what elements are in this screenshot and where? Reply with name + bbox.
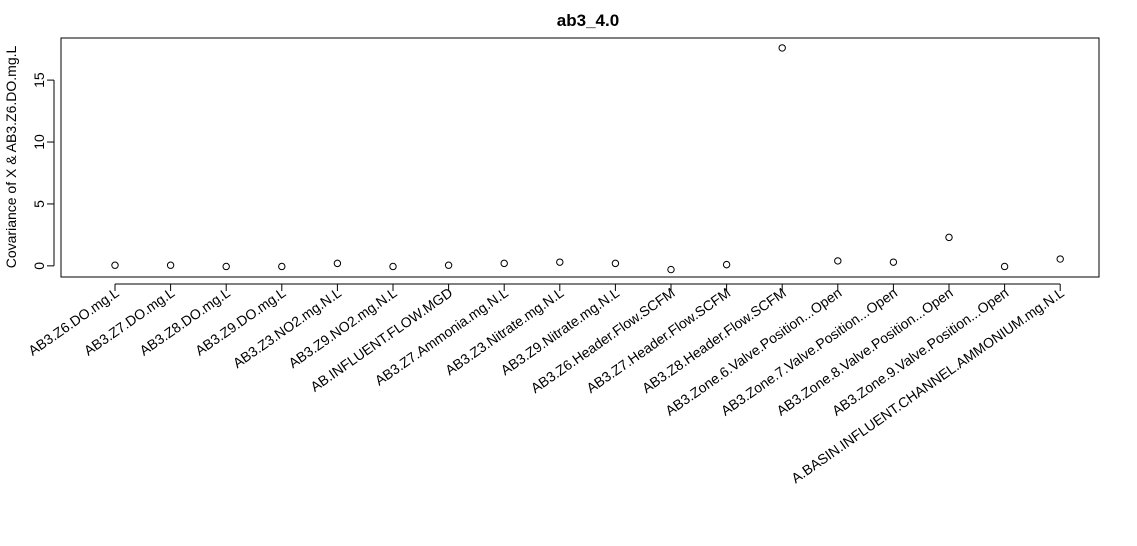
data-point (111, 261, 119, 269)
data-point (166, 261, 175, 269)
y-tick-label: 5 (31, 200, 47, 208)
data-point (333, 259, 342, 268)
data-point (389, 262, 397, 271)
y-axis: 0 5 10 15 (31, 72, 55, 270)
data-point (222, 262, 230, 271)
data-point (444, 261, 453, 269)
data-point (667, 265, 675, 274)
data-point (556, 258, 564, 266)
data-point (778, 44, 786, 52)
plot-area-frame (60, 37, 1100, 278)
y-tick-label: 0 (31, 262, 47, 270)
data-point (1000, 262, 1009, 271)
data-point (1056, 255, 1064, 263)
y-tick-label: 10 (31, 134, 47, 150)
data-points (111, 44, 1064, 274)
y-axis-label: Covariance of X & AB3.Z6.DO.mg.L (3, 46, 19, 269)
y-tick-label: 15 (31, 72, 47, 88)
data-point (500, 259, 508, 268)
data-point (834, 257, 842, 265)
x-axis: AB3.Z6.DO.mg.LAB3.Z7.DO.mg.LAB3.Z8.DO.mg… (25, 283, 1067, 486)
data-point (889, 258, 898, 266)
data-point (722, 260, 731, 269)
data-point (611, 259, 620, 268)
chart-title: ab3_4.0 (557, 11, 619, 30)
x-tick-label: AB3.Z6.DO.mg.L (25, 284, 122, 358)
data-point (945, 233, 953, 242)
data-point (278, 262, 286, 271)
